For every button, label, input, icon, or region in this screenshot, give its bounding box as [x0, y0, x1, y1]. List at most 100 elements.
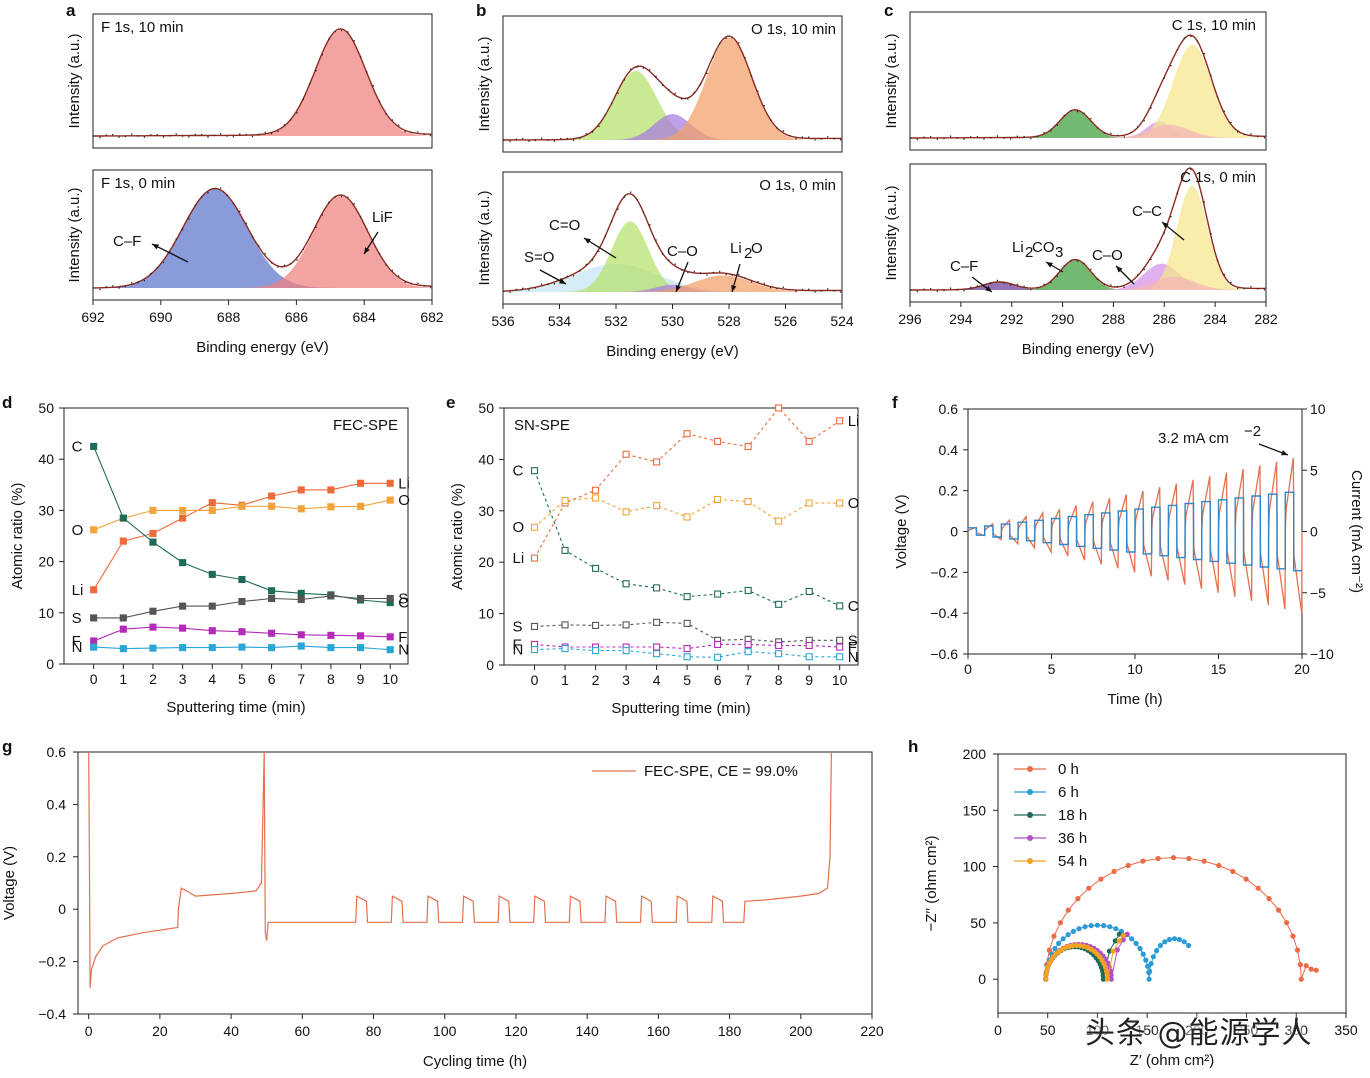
x-tick-label: 524 — [830, 313, 854, 329]
series-label-end-N: N — [398, 642, 409, 659]
eis-point-6 h — [1171, 936, 1178, 942]
data-point-F — [297, 631, 305, 639]
peak-S=O — [503, 263, 842, 292]
annotation-b-CO-double: C=O — [549, 217, 580, 234]
series-label-start-N: N — [72, 639, 83, 656]
eis-point-36 h — [1120, 937, 1126, 943]
data-point-N — [238, 643, 246, 651]
x-tick-label: 290 — [1051, 311, 1075, 327]
y-tick-label: −0.4 — [38, 1006, 66, 1022]
data-point-O — [653, 502, 661, 510]
eis-point-6 h — [1147, 968, 1153, 974]
y-tick-label: −0.4 — [930, 605, 958, 621]
series-label-start-F: F — [513, 636, 522, 653]
x-tick-label: 20 — [1294, 661, 1310, 677]
data-point-S — [653, 618, 661, 626]
eis-point-0 h — [1294, 947, 1301, 953]
eis-point-0 h — [1170, 855, 1177, 861]
subplot-title: F 1s, 0 min — [101, 175, 175, 192]
data-point-C — [149, 538, 157, 546]
fit-envelope — [93, 187, 433, 289]
data-point-C — [744, 586, 752, 595]
data-point-S — [561, 621, 569, 629]
arrow-b-Li2O-head — [731, 285, 737, 292]
data-point-C — [653, 584, 661, 592]
peak-C–F — [910, 282, 1266, 290]
data-point-O — [238, 502, 246, 510]
y-tick-label: 0 — [46, 656, 54, 672]
y-tick-label: 20 — [38, 554, 54, 570]
y-tick-label: 10 — [38, 605, 54, 621]
series-label-start-Li: Li — [72, 582, 84, 599]
series-label-end-C: C — [848, 598, 859, 615]
fit-envelope — [910, 34, 1266, 139]
eis-point-54 h — [1102, 964, 1108, 970]
x-tick-label: 7 — [744, 672, 752, 688]
panel-letter-e: e — [446, 393, 455, 412]
eis-point-54 h — [1120, 932, 1126, 938]
data-point-O — [836, 499, 844, 507]
y-tick-label: 100 — [963, 859, 987, 875]
x-tick-label: 8 — [327, 671, 335, 687]
subplot-title: C 1s, 0 min — [1180, 169, 1256, 186]
data-point-O — [744, 497, 752, 506]
peak-C-shoulder — [910, 124, 1266, 138]
eis-point-18 h — [1106, 948, 1112, 954]
annotation-b-Li2O-O: O — [751, 240, 763, 257]
x-tick-label: 10 — [1127, 661, 1143, 677]
x-tick-label: 220 — [860, 1023, 884, 1039]
annotation-a-CF: C–F — [113, 233, 141, 250]
x-tick-label: 534 — [548, 313, 572, 329]
annotation-current-density-sup: −2 — [1244, 423, 1261, 440]
eis-point-0 h — [1065, 907, 1071, 913]
data-point-S — [119, 614, 127, 622]
xps-data-points — [910, 35, 1265, 141]
data-point-Li — [530, 554, 539, 562]
x-tick-label: 0 — [531, 672, 539, 688]
x-axis-label: Binding energy (eV) — [196, 339, 329, 356]
eis-point-6 h — [1143, 957, 1149, 963]
data-point-C — [530, 467, 539, 475]
peak-C–O — [503, 284, 842, 292]
data-point-C — [775, 600, 783, 608]
data-point-Li — [775, 404, 783, 412]
x-axis-label: Binding energy (eV) — [606, 343, 739, 360]
y-axis-label: Atomic ratio (%) — [9, 483, 26, 590]
annotation-c-Li2CO3: Li — [1012, 239, 1024, 256]
x-tick-label: 0 — [964, 661, 972, 677]
arrow-c-CO-head — [1116, 266, 1123, 273]
chart-title: SN-SPE — [514, 417, 570, 434]
x-tick-label: 282 — [1254, 311, 1278, 327]
xps-data-points — [503, 37, 842, 143]
eis-point-0 h — [1140, 858, 1146, 864]
series-label-start-O: O — [513, 519, 525, 536]
x-tick-label: 2 — [592, 672, 600, 688]
panel-letter-f: f — [892, 393, 898, 412]
series-label-start-F: F — [72, 633, 81, 650]
series-label-start-O: O — [72, 522, 84, 539]
plot-frame — [997, 753, 1347, 1014]
data-point-F — [238, 628, 246, 636]
y-tick-label: 0.6 — [47, 744, 67, 760]
data-point-S — [836, 636, 844, 644]
y-tick-label: 150 — [963, 802, 987, 818]
series-label-end-O: O — [848, 495, 860, 512]
data-point-S — [592, 621, 600, 629]
data-point-C — [561, 546, 569, 554]
annotation-c-Li2CO3-CO: CO — [1032, 239, 1055, 256]
x-tick-label: 530 — [661, 313, 685, 329]
eis-point-54 h — [1103, 968, 1110, 974]
data-point-O — [179, 506, 187, 514]
series-label-end-Li: Li — [398, 475, 410, 492]
data-point-S — [386, 594, 394, 603]
arrow-c-Li2CO3-head — [1046, 262, 1053, 268]
data-point-N — [805, 653, 813, 661]
data-point-O — [622, 508, 630, 516]
arrow-a-CF — [151, 243, 189, 263]
data-point-C — [592, 564, 600, 572]
eis-point-0 h — [1216, 862, 1222, 869]
legend-label: 54 h — [1058, 853, 1087, 870]
eis-point-6 h — [1154, 948, 1160, 954]
eis-point-6 h — [1070, 928, 1076, 935]
data-point-F — [683, 645, 691, 653]
